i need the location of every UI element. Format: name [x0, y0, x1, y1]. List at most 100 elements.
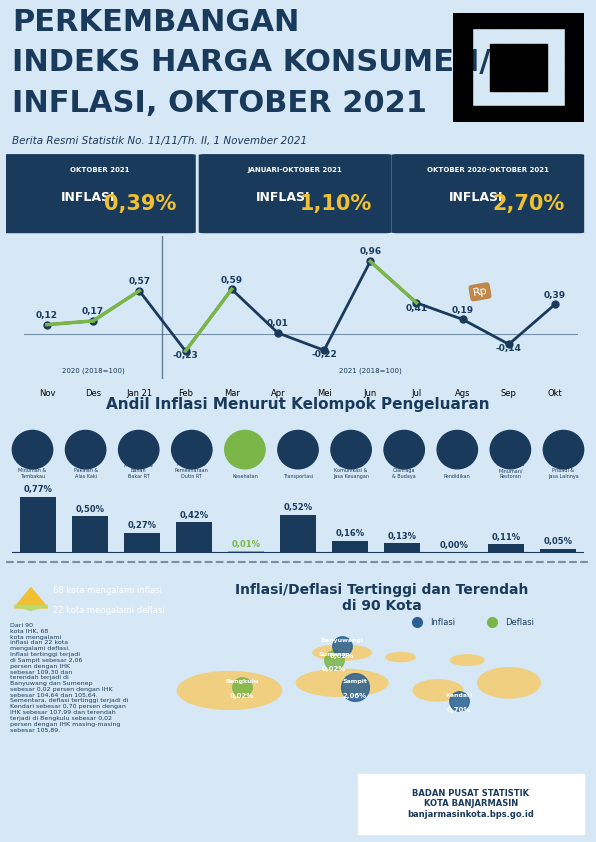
- Text: 0,52%: 0,52%: [284, 504, 312, 513]
- Circle shape: [225, 430, 265, 469]
- Ellipse shape: [313, 645, 371, 660]
- Text: OKTOBER 2020-OKTOBER 2021: OKTOBER 2020-OKTOBER 2021: [427, 167, 549, 173]
- Bar: [471, 106, 491, 122]
- Text: Andil Inflasi Menurut Kelompok Pengeluaran: Andil Inflasi Menurut Kelompok Pengeluar…: [106, 397, 490, 412]
- Text: 0,39%: 0,39%: [104, 194, 176, 214]
- Circle shape: [491, 430, 530, 469]
- Bar: [566, 91, 584, 106]
- Text: 0,57: 0,57: [128, 277, 150, 286]
- Text: 2020 (2018=100): 2020 (2018=100): [62, 368, 125, 375]
- Text: 0,02%: 0,02%: [330, 653, 354, 658]
- Text: Perawatan
Pribadi &
Jasa Lainnya: Perawatan Pribadi & Jasa Lainnya: [548, 462, 579, 479]
- Text: 0,13%: 0,13%: [387, 531, 417, 541]
- Bar: [471, 13, 491, 29]
- Circle shape: [172, 430, 212, 469]
- Ellipse shape: [451, 655, 484, 665]
- Text: BADAN PUSAT STATISTIK
KOTA BANJARMASIN
banjarmasinkota.bps.go.id: BADAN PUSAT STATISTIK KOTA BANJARMASIN b…: [408, 789, 534, 818]
- Bar: [384, 543, 420, 552]
- Bar: [566, 29, 584, 44]
- Text: 0,19: 0,19: [452, 306, 474, 315]
- Text: Makanan,
Minuman &
Tambakau: Makanan, Minuman & Tambakau: [18, 462, 46, 479]
- Text: Berita Resmi Statistik No. 11/11/Th. II, 1 November 2021: Berita Resmi Statistik No. 11/11/Th. II,…: [12, 136, 307, 147]
- Text: 0,50%: 0,50%: [76, 505, 104, 514]
- Text: Perumahan,
Air, listrik &
Bahan
Bakar RT: Perumahan, Air, listrik & Bahan Bakar RT: [124, 456, 154, 479]
- FancyBboxPatch shape: [198, 154, 392, 233]
- Bar: [509, 44, 528, 60]
- Text: 0,12: 0,12: [36, 312, 58, 320]
- Text: 0,01%: 0,01%: [231, 541, 260, 549]
- Text: INFLASI, OKTOBER 2021: INFLASI, OKTOBER 2021: [12, 89, 427, 119]
- FancyBboxPatch shape: [392, 154, 584, 233]
- Bar: [566, 75, 584, 91]
- Text: Penyediaan
Makanan &
Minuman/
Restoran: Penyediaan Makanan & Minuman/ Restoran: [496, 456, 524, 479]
- Ellipse shape: [296, 669, 388, 696]
- Bar: [176, 522, 212, 552]
- Bar: [528, 75, 547, 91]
- Bar: [540, 548, 576, 552]
- Bar: [20, 497, 56, 552]
- Ellipse shape: [177, 671, 282, 710]
- Text: Sampit: Sampit: [342, 679, 367, 685]
- Ellipse shape: [477, 668, 540, 698]
- Text: 0,70%: 0,70%: [446, 707, 471, 713]
- Bar: [280, 514, 316, 552]
- Text: INFLASI: INFLASI: [60, 191, 115, 205]
- Text: 0,05%: 0,05%: [544, 537, 573, 546]
- Text: 0,77%: 0,77%: [23, 485, 52, 494]
- Bar: [491, 75, 509, 91]
- Circle shape: [384, 430, 424, 469]
- Text: INFLASI: INFLASI: [449, 191, 504, 205]
- Text: Transportasi: Transportasi: [283, 474, 313, 479]
- Text: Inflasi: Inflasi: [430, 618, 455, 626]
- Text: Inflasi/Deflasi Tertinggi dan Terendah
di 90 Kota: Inflasi/Deflasi Tertinggi dan Terendah d…: [235, 583, 528, 613]
- Text: Dari 90
kota IHK, 68
kota mengalami
inflasi dan 22 kota
mengalami deflasi.
Infla: Dari 90 kota IHK, 68 kota mengalami infl…: [10, 623, 128, 733]
- Text: 0,16%: 0,16%: [336, 530, 365, 538]
- Circle shape: [278, 430, 318, 469]
- Text: 1,10%: 1,10%: [300, 194, 372, 214]
- Bar: [509, 75, 528, 91]
- Text: 0,39: 0,39: [544, 290, 566, 300]
- Text: 2,06%: 2,06%: [343, 694, 367, 700]
- Polygon shape: [14, 605, 48, 610]
- Text: JANUARI-OKTOBER 2021: JANUARI-OKTOBER 2021: [248, 167, 343, 173]
- Text: -0,14: -0,14: [496, 344, 522, 354]
- Text: 0,59: 0,59: [221, 275, 243, 285]
- Text: 2,70%: 2,70%: [492, 194, 565, 214]
- Text: OKTOBER 2021: OKTOBER 2021: [70, 167, 129, 173]
- Bar: [491, 13, 509, 29]
- Bar: [358, 774, 584, 834]
- Bar: [453, 13, 471, 29]
- Text: Bengkulu: Bengkulu: [225, 679, 259, 685]
- Text: INDEKS HARGA KONSUMEN/: INDEKS HARGA KONSUMEN/: [12, 49, 491, 77]
- Circle shape: [119, 430, 159, 469]
- Bar: [528, 44, 547, 60]
- Text: Pakaian &
Alas Kaki: Pakaian & Alas Kaki: [73, 468, 98, 479]
- Text: 0,01: 0,01: [267, 319, 289, 328]
- Bar: [566, 44, 584, 60]
- Text: Perlengkapan,
Peralatan &
Pemeliharaan
Dutin RT: Perlengkapan, Peralatan & Pemeliharaan D…: [174, 456, 209, 479]
- Text: -0,22: -0,22: [311, 350, 337, 360]
- Bar: [72, 516, 108, 552]
- Bar: [528, 106, 547, 122]
- Bar: [453, 29, 471, 44]
- Text: 0,27%: 0,27%: [128, 521, 157, 530]
- Polygon shape: [14, 588, 48, 608]
- Bar: [547, 106, 566, 122]
- Text: INFLASI: INFLASI: [256, 191, 311, 205]
- Bar: [566, 106, 584, 122]
- Text: 68 kota mengalami inflasi: 68 kota mengalami inflasi: [52, 586, 162, 594]
- Text: PERKEMBANGAN: PERKEMBANGAN: [12, 8, 299, 36]
- Bar: [453, 44, 471, 60]
- Bar: [509, 60, 528, 75]
- Bar: [491, 60, 509, 75]
- Text: Kendari: Kendari: [445, 693, 473, 698]
- Text: 22 kota mengalami deflasi: 22 kota mengalami deflasi: [52, 606, 164, 615]
- Circle shape: [331, 430, 371, 469]
- FancyBboxPatch shape: [3, 154, 195, 233]
- Polygon shape: [387, 781, 423, 804]
- Circle shape: [437, 430, 477, 469]
- Text: Rp: Rp: [472, 285, 488, 298]
- Circle shape: [66, 430, 105, 469]
- Text: 2021 (2018=100): 2021 (2018=100): [339, 368, 402, 375]
- Bar: [566, 13, 584, 29]
